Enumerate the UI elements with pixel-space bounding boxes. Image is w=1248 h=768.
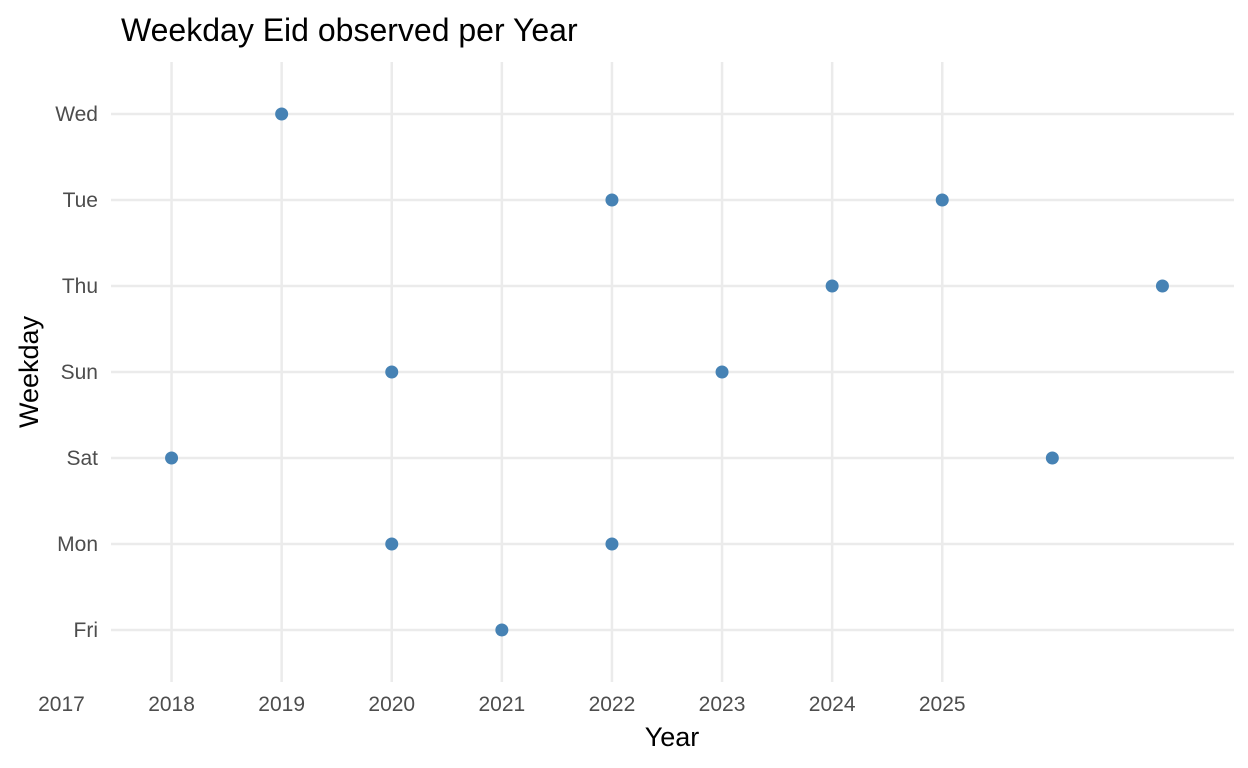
x-tick-labels: 2017 2018 2019 2020 2021 2022 2023 2024 2025 bbox=[38, 693, 966, 716]
x-tick-label: 2023 bbox=[699, 693, 746, 716]
x-tick-label: 2017 bbox=[38, 693, 85, 716]
data-point bbox=[385, 365, 399, 379]
y-tick-label: Sat bbox=[66, 447, 98, 470]
y-tick-label: Mon bbox=[57, 533, 98, 556]
data-points bbox=[165, 107, 1169, 637]
data-point bbox=[935, 193, 949, 207]
y-axis-title: Weekday bbox=[14, 315, 44, 428]
y-tick-label: Tue bbox=[63, 189, 98, 212]
chart-title: Weekday Eid observed per Year bbox=[121, 12, 578, 48]
data-point bbox=[605, 193, 619, 207]
data-point bbox=[825, 279, 839, 293]
x-tick-label: 2024 bbox=[809, 693, 856, 716]
y-tick-label: Fri bbox=[74, 619, 99, 642]
data-point bbox=[385, 537, 399, 551]
x-tick-label: 2020 bbox=[368, 693, 415, 716]
x-tick-label: 2021 bbox=[478, 693, 525, 716]
data-point bbox=[495, 623, 509, 637]
y-tick-labels: Fri Mon Sat Sun Thu Tue Wed bbox=[55, 103, 98, 642]
x-tick-label: 2022 bbox=[589, 693, 636, 716]
data-point bbox=[275, 107, 289, 121]
y-tick-label: Wed bbox=[55, 103, 98, 126]
data-point bbox=[1045, 451, 1059, 465]
data-point bbox=[1155, 279, 1169, 293]
x-tick-label: 2018 bbox=[148, 693, 195, 716]
data-point bbox=[715, 365, 729, 379]
y-tick-label: Thu bbox=[62, 275, 98, 298]
x-tick-label: 2025 bbox=[919, 693, 966, 716]
y-tick-label: Sun bbox=[61, 361, 98, 384]
x-axis-title: Year bbox=[645, 722, 700, 752]
x-tick-label: 2019 bbox=[258, 693, 305, 716]
data-point bbox=[165, 451, 179, 465]
data-point bbox=[605, 537, 619, 551]
grid-lines bbox=[111, 62, 1234, 682]
